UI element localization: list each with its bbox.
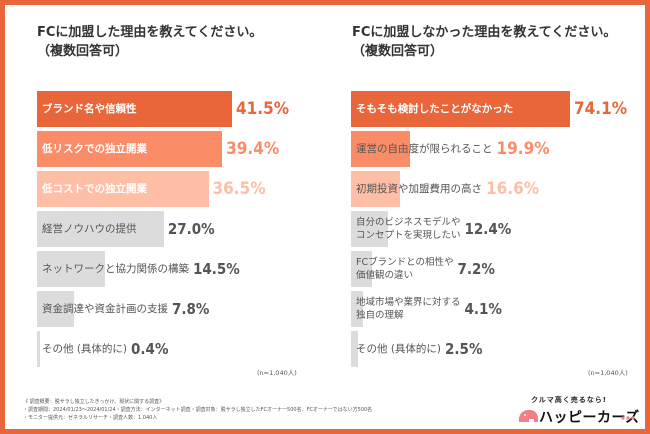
- bar-label: その他 (具体的に): [356, 342, 442, 355]
- happy-cars-logo: クルマ高く売るなら! ハッピーカーズ: [517, 395, 640, 431]
- bar: [351, 91, 570, 127]
- bar: [37, 131, 223, 167]
- chart-title-not-joined: FCに加盟しなかった理由を教えてください。 （複数回答可）: [352, 23, 616, 61]
- bar-label: 地域市場や業界に対する 独自の理解: [356, 297, 461, 321]
- bar-label: ブランド名や信頼性: [42, 102, 137, 115]
- bar-label: その他 (具体的に): [42, 342, 128, 355]
- bar: [351, 291, 364, 327]
- bar: [351, 131, 410, 167]
- chart-subtitle-text: （複数回答可）: [352, 44, 444, 59]
- logo-brand-name: ハッピーカーズ: [539, 410, 640, 426]
- survey-count: ・調査人数：1,040人: [108, 415, 158, 421]
- survey-target: ・調査対象：脱サラし独立したFCオーナー500名、FCオーナーではない方500名: [190, 407, 373, 413]
- bar-value-label: 0.4%: [131, 340, 169, 358]
- survey-summary: 《 調査概要：脱サラし独立したきっかけ、現状に関する調査》 ・調査期間：2024…: [23, 398, 372, 422]
- chart-title-text: FCに加盟しなかった理由を教えてください。: [352, 25, 617, 40]
- logo-tagline: クルマ高く売るなら!: [531, 396, 607, 404]
- survey-line-1: ・調査期間：2024/01/23～2024/01/24・調査方法：インターネット…: [23, 406, 372, 414]
- bar: [37, 171, 209, 207]
- bar-label: そもそも検討したことがなかった: [356, 102, 514, 115]
- chart-title-text: FCに加盟した理由を教えてください。: [37, 25, 263, 40]
- bar: [37, 251, 106, 287]
- bar-label: 資金調達や資金計画の支援: [42, 302, 168, 315]
- bar-label: ネットワークと協力関係の構築: [42, 262, 189, 275]
- bar-label: 自分のビジネスモデルや コンセプトを実現したい: [356, 217, 461, 241]
- elephant-icon: [518, 409, 538, 422]
- bar-value-label: 16.6%: [486, 179, 540, 199]
- bar-value-label: 39.4%: [226, 139, 280, 159]
- bar-label: 運営の自由度が限られること: [356, 142, 493, 155]
- bar-value-label: 2.5%: [445, 340, 483, 358]
- chart-panel-not-joined: FCに加盟しなかった理由を教えてください。 （複数回答可） そもそも検討したこと…: [330, 5, 650, 377]
- bar-value-label: 7.8%: [172, 300, 210, 318]
- survey-summary-title: 《 調査概要：脱サラし独立したきっかけ、現状に関する調査》: [23, 399, 165, 405]
- chart-subtitle-text: （複数回答可）: [37, 44, 129, 59]
- bar-value-label: 12.4%: [464, 220, 512, 238]
- survey-period: ・調査期間：2024/01/23～2024/01/24: [23, 407, 116, 413]
- bar-value-label: 41.5%: [236, 99, 290, 119]
- survey-method: ・調査方法：インターネット調査: [115, 407, 191, 413]
- bar-label: 経営ノウハウの提供: [42, 222, 137, 235]
- bar-value-label: 7.2%: [457, 260, 495, 278]
- bar-value-label: 19.9%: [496, 139, 550, 159]
- bar: [37, 331, 40, 367]
- survey-line-2: ・モニター提供元：ゼネラルリサーチ・調査人数：1,040人: [23, 414, 372, 422]
- bar-label: 低リスクでの独立開業: [42, 142, 147, 155]
- bar-value-label: 14.5%: [193, 260, 240, 278]
- bar-label: 初期投資や加盟費用の高さ: [356, 182, 482, 195]
- bar: [351, 211, 388, 247]
- chart-title-joined: FCに加盟した理由を教えてください。 （複数回答可）: [37, 23, 262, 61]
- bar-value-label: 4.1%: [464, 300, 502, 318]
- bar: [351, 251, 373, 287]
- chart-panel-joined: FCに加盟した理由を教えてください。 （複数回答可） ブランド名や信頼性 41.5…: [5, 5, 330, 377]
- bar: [37, 291, 74, 327]
- sample-size-note: (n=1,040人): [588, 369, 628, 377]
- bar-value-label: 27.0%: [167, 220, 215, 238]
- bar-value-label: 74.1%: [574, 99, 628, 119]
- survey-provider: ・モニター提供元：ゼネラルリサーチ: [23, 415, 109, 421]
- bar: [37, 211, 164, 247]
- bar: [351, 171, 401, 207]
- bar: [351, 331, 359, 367]
- dots-decoration-icon: [621, 416, 635, 420]
- bar: [37, 91, 232, 127]
- bar-label: FCブランドとの相性や 価値観の違い: [356, 257, 454, 281]
- sample-size-note: (n=1,040人): [257, 369, 297, 377]
- bar-label: 低コストでの独立開業: [42, 182, 147, 195]
- bar-value-label: 36.5%: [212, 179, 266, 199]
